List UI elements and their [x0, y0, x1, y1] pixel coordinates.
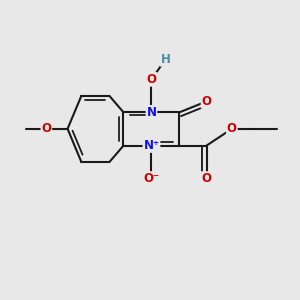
- Text: N⁺: N⁺: [143, 139, 160, 152]
- Text: O: O: [227, 122, 237, 135]
- Text: H: H: [161, 53, 170, 66]
- Text: O: O: [202, 95, 212, 108]
- Text: O⁻: O⁻: [143, 172, 160, 185]
- Text: N: N: [146, 106, 157, 119]
- Text: O: O: [41, 122, 51, 135]
- Text: O: O: [146, 73, 157, 86]
- Text: O: O: [202, 172, 212, 185]
